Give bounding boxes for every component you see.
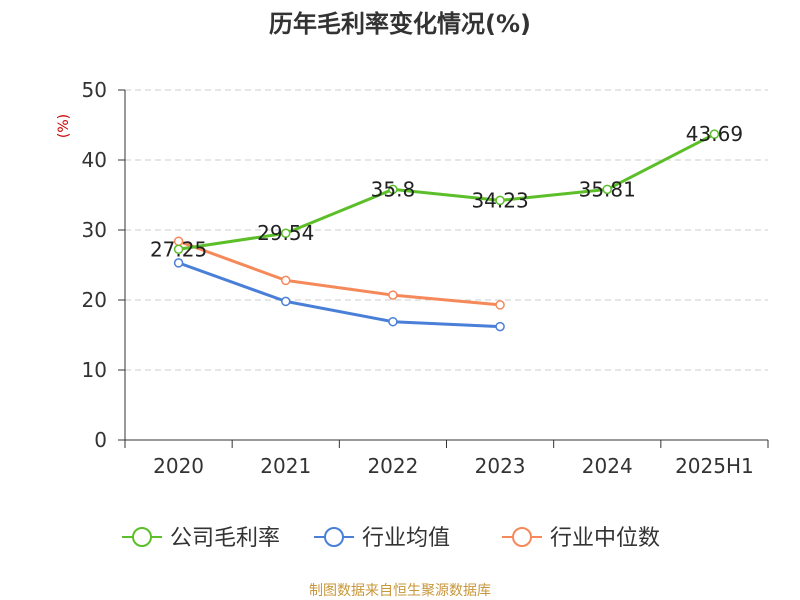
series-line	[178, 239, 501, 307]
legend-item: 行业中位数	[502, 526, 660, 551]
data-point	[495, 321, 505, 332]
data-label: 35.8	[371, 177, 416, 201]
series-line	[178, 132, 716, 251]
legend-marker	[132, 527, 152, 547]
legend-label: 行业均值	[362, 526, 450, 551]
legend-item: 公司毛利率	[122, 526, 280, 551]
data-label: 43.69	[686, 122, 743, 146]
data-point	[388, 184, 398, 195]
series-1	[173, 258, 505, 332]
y-tick-label: 10	[82, 358, 107, 382]
x-tick-label: 2020	[153, 454, 204, 478]
legend-marker	[324, 527, 344, 547]
x-tick-label: 2025H1	[675, 454, 754, 478]
data-label: 29.54	[257, 221, 314, 245]
grid-lines	[125, 89, 768, 371]
series-layer	[173, 129, 720, 332]
data-label: 34.23	[471, 188, 528, 212]
data-point	[173, 244, 184, 254]
data-label: 27.25	[150, 237, 207, 261]
series-0	[173, 129, 720, 254]
legend-label: 公司毛利率	[170, 526, 280, 551]
y-tick-label: 40	[82, 148, 107, 172]
data-labels: 27.25 29.54 35.8 34.23 35.81 43.69	[150, 122, 743, 261]
series-line	[178, 261, 501, 329]
data-point	[173, 258, 184, 268]
y-axis-title: (%)	[56, 114, 72, 138]
data-point	[388, 316, 398, 327]
y-tick-label: 20	[82, 288, 107, 312]
data-point	[709, 129, 720, 139]
data-point	[281, 275, 291, 286]
series-2	[173, 236, 505, 310]
x-tick-label: 2022	[367, 454, 418, 478]
legend-marker	[512, 527, 532, 547]
data-point	[281, 228, 291, 238]
y-tick-label: 50	[82, 78, 107, 102]
source-note: 制图数据来自恒生聚源数据库	[309, 583, 491, 599]
data-point	[495, 195, 505, 206]
data-point	[602, 184, 612, 195]
data-point	[495, 300, 505, 310]
legend: 公司毛利率 行业均值 行业中位数	[122, 526, 660, 551]
y-tick-label: 30	[82, 218, 107, 242]
data-point	[388, 290, 398, 300]
axes: 0 10 20 30 40 50 2020 2021 2022 2023 2024 2025H1	[82, 78, 769, 478]
data-label: 35.81	[579, 177, 636, 201]
x-tick-label: 2024	[582, 454, 633, 478]
legend-item: 行业均值	[314, 526, 450, 551]
x-tick-label: 2021	[260, 454, 311, 478]
data-point	[281, 296, 291, 307]
y-tick-label: 0	[94, 428, 107, 452]
x-tick-label: 2023	[475, 454, 526, 478]
chart-title: 历年毛利率变化情况(%)	[269, 10, 531, 38]
legend-label: 行业中位数	[550, 526, 660, 551]
